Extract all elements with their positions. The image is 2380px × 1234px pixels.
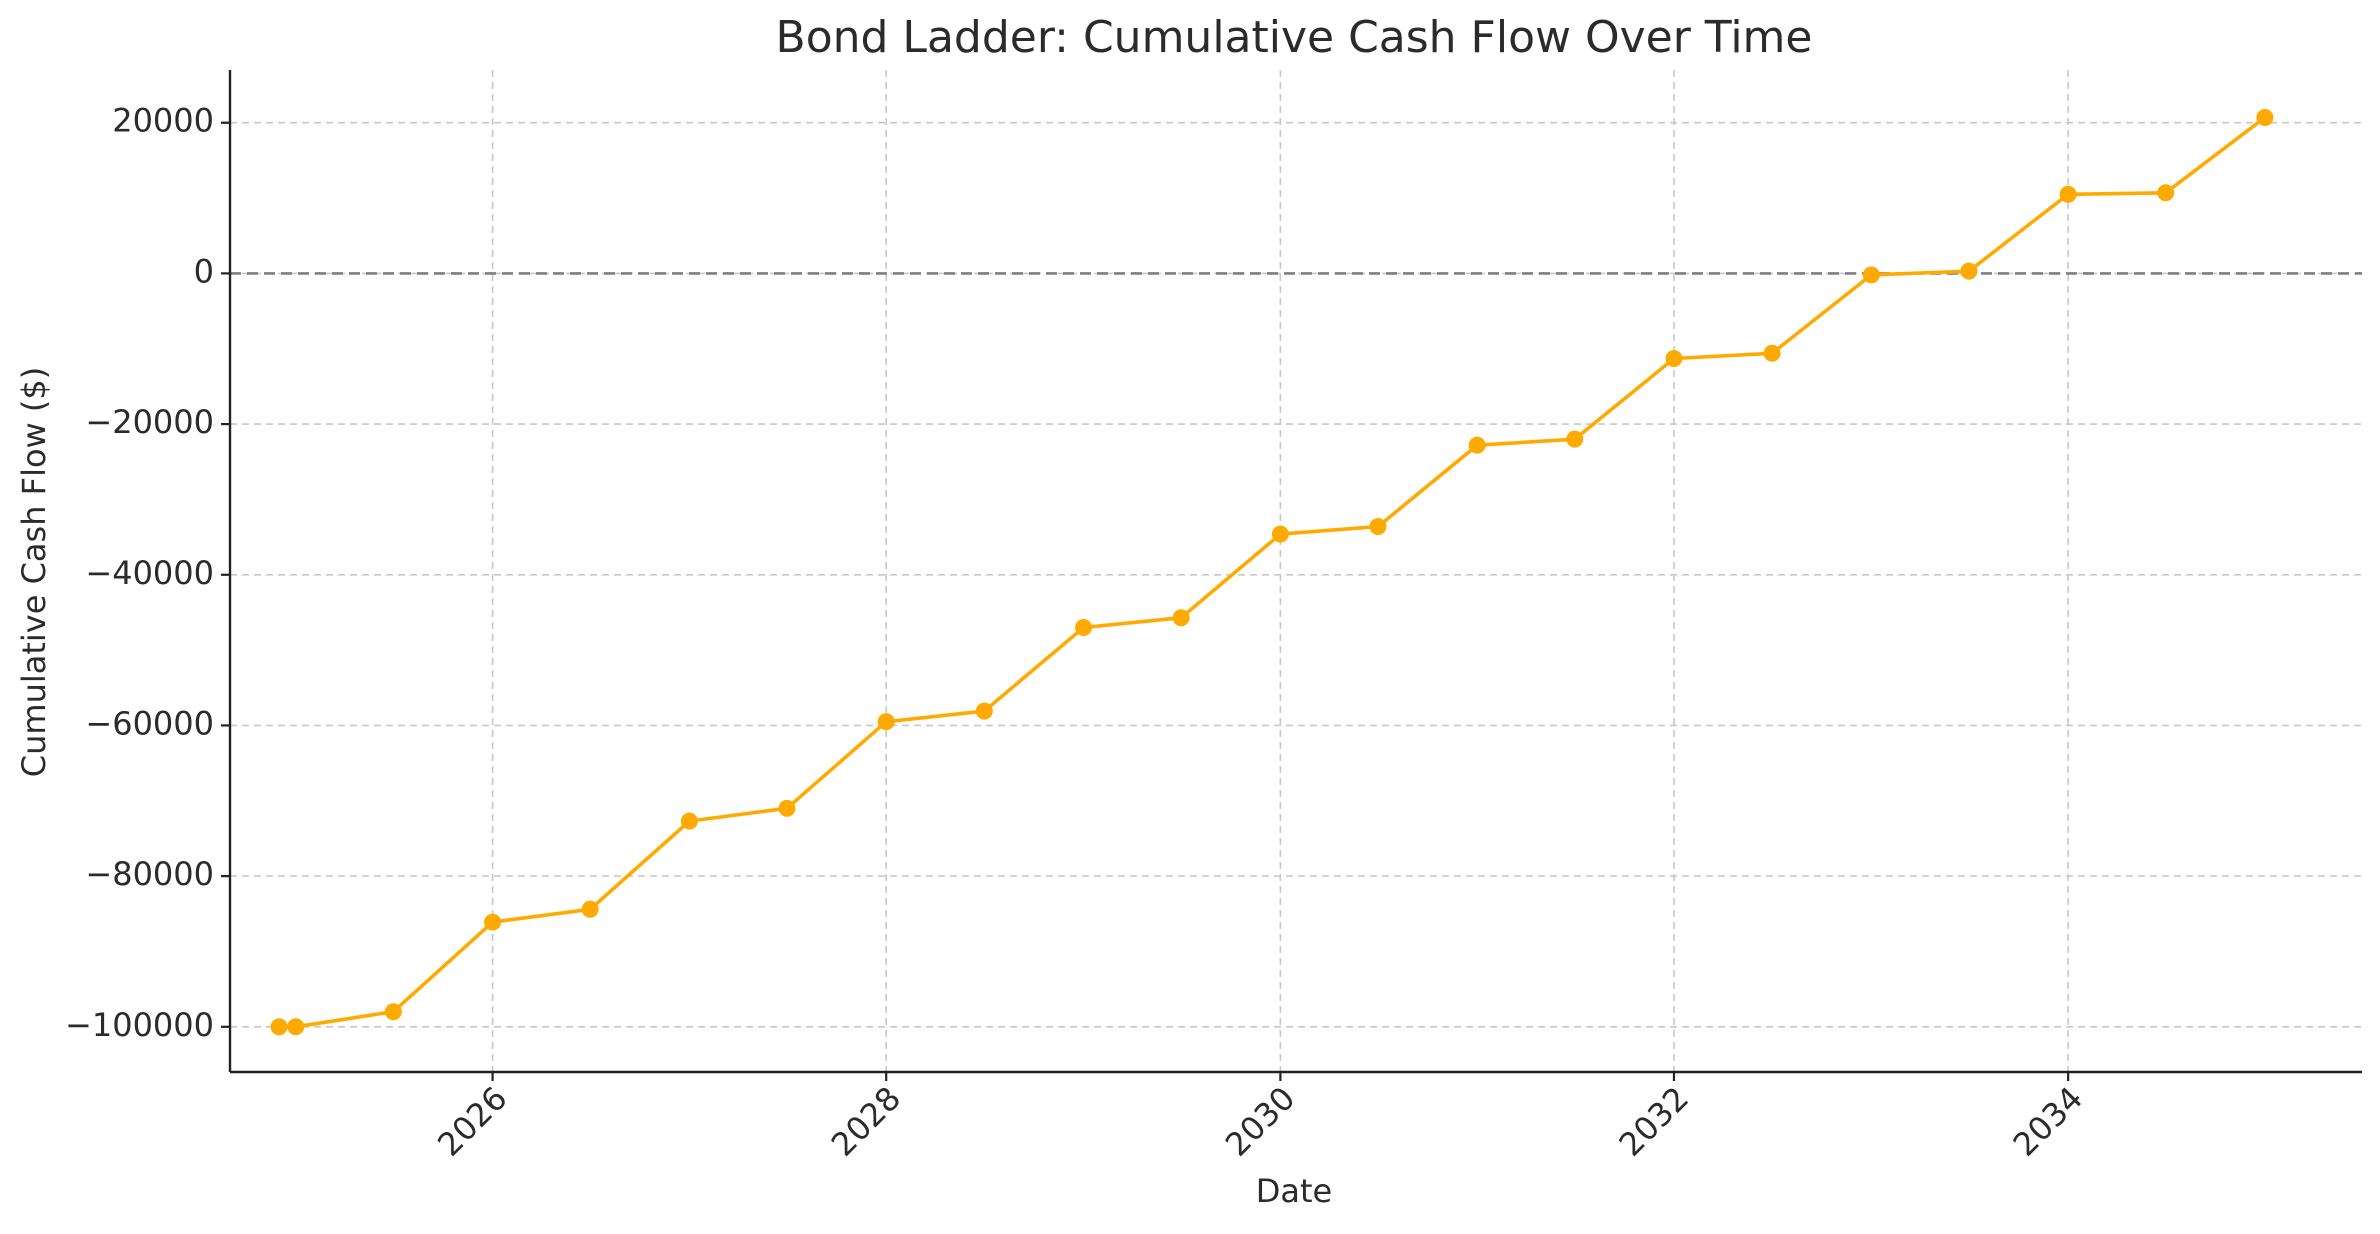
data-point (270, 1018, 288, 1036)
y-tick-label: −20000 (85, 403, 214, 441)
data-point (2157, 184, 2175, 202)
data-point (1960, 262, 1978, 280)
data-point (1271, 525, 1289, 543)
data-point (1172, 609, 1190, 627)
x-tick-label: 2034 (2006, 1079, 2090, 1163)
y-tick-label: −40000 (85, 554, 214, 592)
data-point (2059, 185, 2077, 203)
x-tick-label: 2030 (1218, 1079, 1302, 1163)
data-point (581, 900, 599, 918)
data-point (1862, 266, 1880, 284)
data-point (2256, 108, 2274, 126)
x-tick-label: 2026 (430, 1079, 514, 1163)
data-point (877, 713, 895, 731)
data-point (287, 1018, 305, 1036)
chart-title: Bond Ladder: Cumulative Cash Flow Over T… (776, 12, 1813, 63)
y-tick-label: −60000 (85, 704, 214, 742)
data-point (975, 702, 993, 720)
data-point (778, 799, 796, 817)
y-tick-label: 0 (194, 252, 214, 290)
data-point (1468, 436, 1486, 454)
y-axis-label: Cumulative Cash Flow ($) (15, 367, 53, 777)
data-point (384, 1003, 402, 1021)
y-tick-label: −80000 (85, 855, 214, 893)
data-point (484, 913, 502, 931)
series-line (277, 115, 2267, 1029)
data-point (1763, 344, 1781, 362)
grid-lines (230, 70, 2362, 1072)
axes (228, 70, 2362, 1074)
y-axis-ticks: 20000 0 −20000 −40000 −60000 −80000 −100000 (65, 102, 230, 1044)
x-tick-label: 2028 (824, 1079, 908, 1163)
data-point (1665, 350, 1683, 368)
series-layer (270, 108, 2274, 1036)
x-axis-ticks: 2026 2028 2030 2032 2034 (430, 1072, 2090, 1164)
y-tick-label: −100000 (65, 1006, 214, 1044)
x-tick-label: 2032 (1612, 1079, 1696, 1163)
y-tick-label: 20000 (112, 102, 214, 140)
data-point (1566, 430, 1584, 448)
data-point (1369, 518, 1387, 536)
x-axis-label: Date (1256, 1172, 1332, 1210)
data-point (680, 812, 698, 830)
data-point (1075, 619, 1093, 637)
